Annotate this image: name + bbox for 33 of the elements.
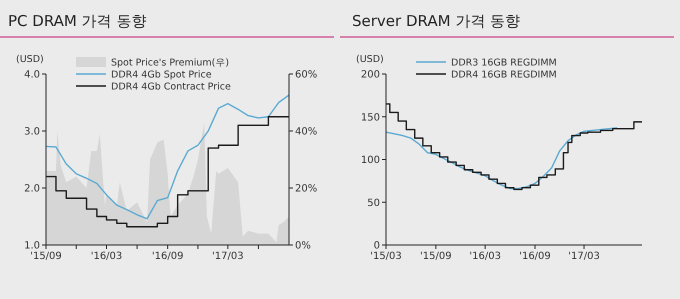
- y-tick-label: 50: [367, 198, 380, 209]
- legend-label: DDR3 16GB REGDIMM: [451, 57, 557, 68]
- y-tick-label: 1.0: [24, 240, 40, 252]
- y-tick-label: 3.0: [24, 126, 40, 138]
- chart-title: Server DRAM 가격 동향: [352, 12, 520, 30]
- legend-label: DDR4 4Gb Contract Price: [111, 81, 231, 92]
- y-tick-label: 150: [360, 112, 380, 124]
- chart-title: PC DRAM 가격 동향: [8, 12, 146, 30]
- y2-tick-label: 20%: [295, 184, 318, 194]
- y-tick-label: 2.0: [24, 184, 40, 194]
- x-tick-label: '16/03: [469, 251, 501, 262]
- line-series: [45, 94, 290, 220]
- line-series: [385, 127, 618, 190]
- legend-label: Spot Price's Premium(우): [111, 57, 230, 68]
- y-tick-label: 100: [360, 155, 380, 166]
- x-tick-label: '15/09: [420, 251, 452, 262]
- y-tick-label: 200: [360, 70, 380, 80]
- x-tick-label: '16/09: [152, 251, 184, 262]
- x-tick-label: '17/03: [212, 251, 244, 262]
- y-axis-title: (USD): [16, 54, 44, 65]
- y-tick-label: 4.0: [24, 70, 40, 80]
- y2-tick-label: 60%: [295, 70, 318, 80]
- y-axis-title: (USD): [356, 54, 384, 65]
- x-tick-label: '16/03: [90, 251, 122, 262]
- y-tick-label: 0: [374, 240, 380, 252]
- x-tick-label: '15/03: [370, 251, 402, 262]
- y2-tick-label: 0%: [295, 240, 311, 252]
- x-tick-label: '15/09: [30, 251, 62, 262]
- x-tick-label: '17/03: [568, 251, 600, 262]
- legend-label: DDR4 16GB REGDIMM: [451, 69, 557, 80]
- x-tick-label: '16/09: [519, 251, 551, 262]
- y2-tick-label: 40%: [295, 126, 318, 138]
- legend-label: DDR4 4Gb Spot Price: [111, 69, 212, 80]
